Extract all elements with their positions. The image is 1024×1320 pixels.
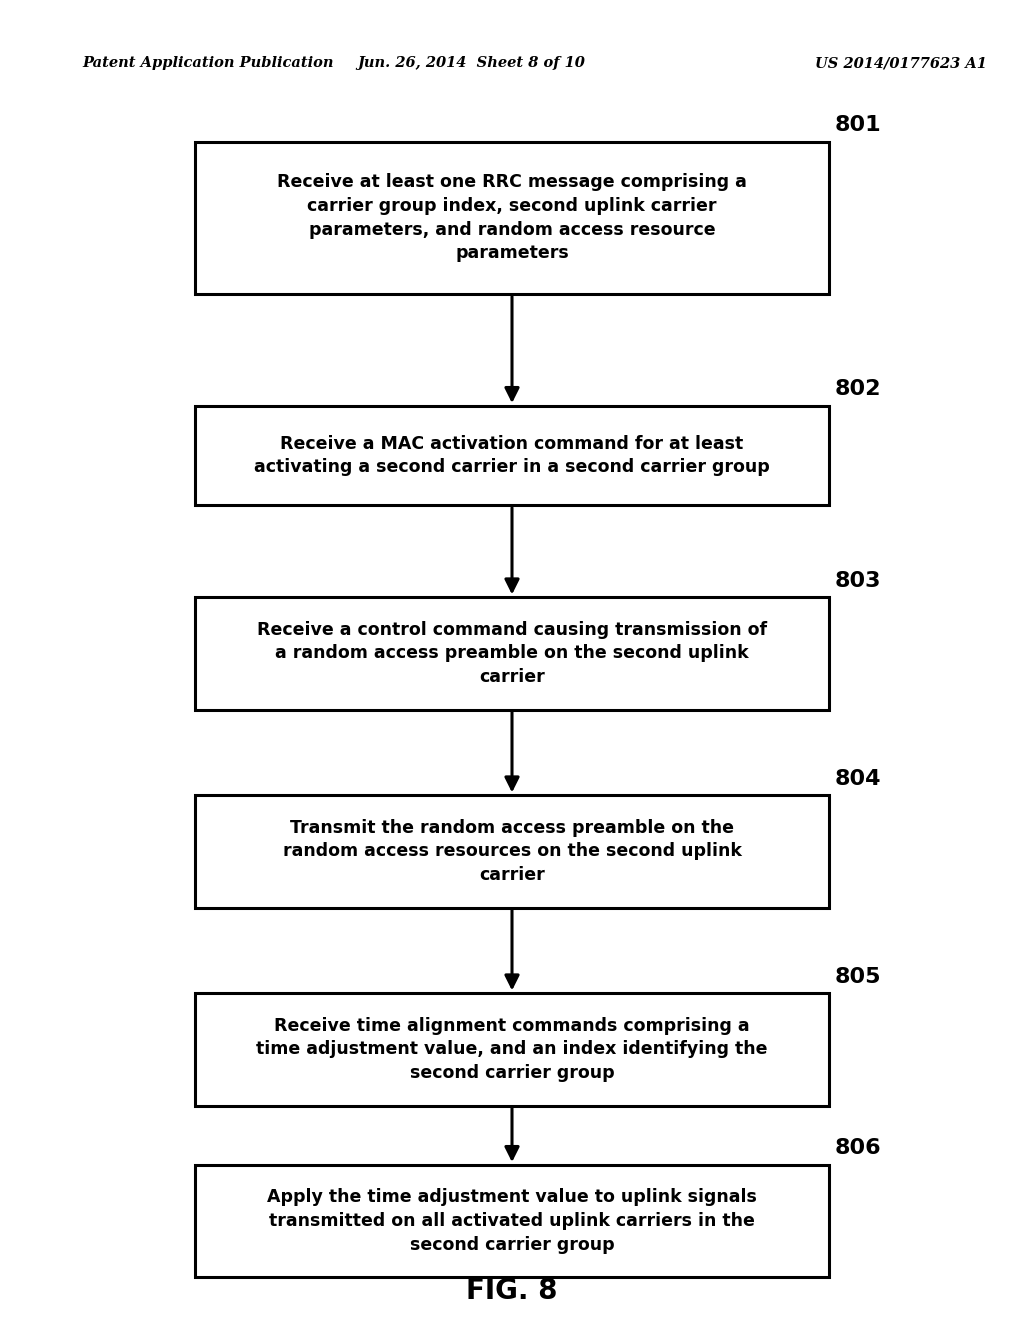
Bar	[195, 795, 829, 908]
Text: Receive a control command causing transmission of
a random access preamble on th: Receive a control command causing transm…	[257, 620, 767, 686]
Text: FIG. 8: FIG. 8	[466, 1276, 558, 1305]
Text: US 2014/0177623 A1: US 2014/0177623 A1	[815, 57, 987, 70]
Text: 806: 806	[835, 1138, 882, 1159]
Bar	[195, 1166, 829, 1278]
Text: 802: 802	[835, 379, 881, 399]
Bar	[195, 143, 829, 294]
Text: 804: 804	[835, 768, 881, 788]
Text: 803: 803	[835, 570, 881, 591]
Text: Receive at least one RRC message comprising a
carrier group index, second uplink: Receive at least one RRC message compris…	[278, 173, 746, 263]
Text: 805: 805	[835, 966, 881, 987]
Text: Apply the time adjustment value to uplink signals
transmitted on all activated u: Apply the time adjustment value to uplin…	[267, 1188, 757, 1254]
Text: Patent Application Publication: Patent Application Publication	[82, 57, 334, 70]
Text: Jun. 26, 2014  Sheet 8 of 10: Jun. 26, 2014 Sheet 8 of 10	[357, 57, 585, 70]
Text: Receive a MAC activation command for at least
activating a second carrier in a s: Receive a MAC activation command for at …	[254, 434, 770, 477]
Text: Transmit the random access preamble on the
random access resources on the second: Transmit the random access preamble on t…	[283, 818, 741, 884]
Text: Receive time alignment commands comprising a
time adjustment value, and an index: Receive time alignment commands comprisi…	[256, 1016, 768, 1082]
Text: 801: 801	[835, 115, 882, 135]
Bar	[195, 407, 829, 504]
Bar	[195, 597, 829, 710]
Bar	[195, 993, 829, 1106]
